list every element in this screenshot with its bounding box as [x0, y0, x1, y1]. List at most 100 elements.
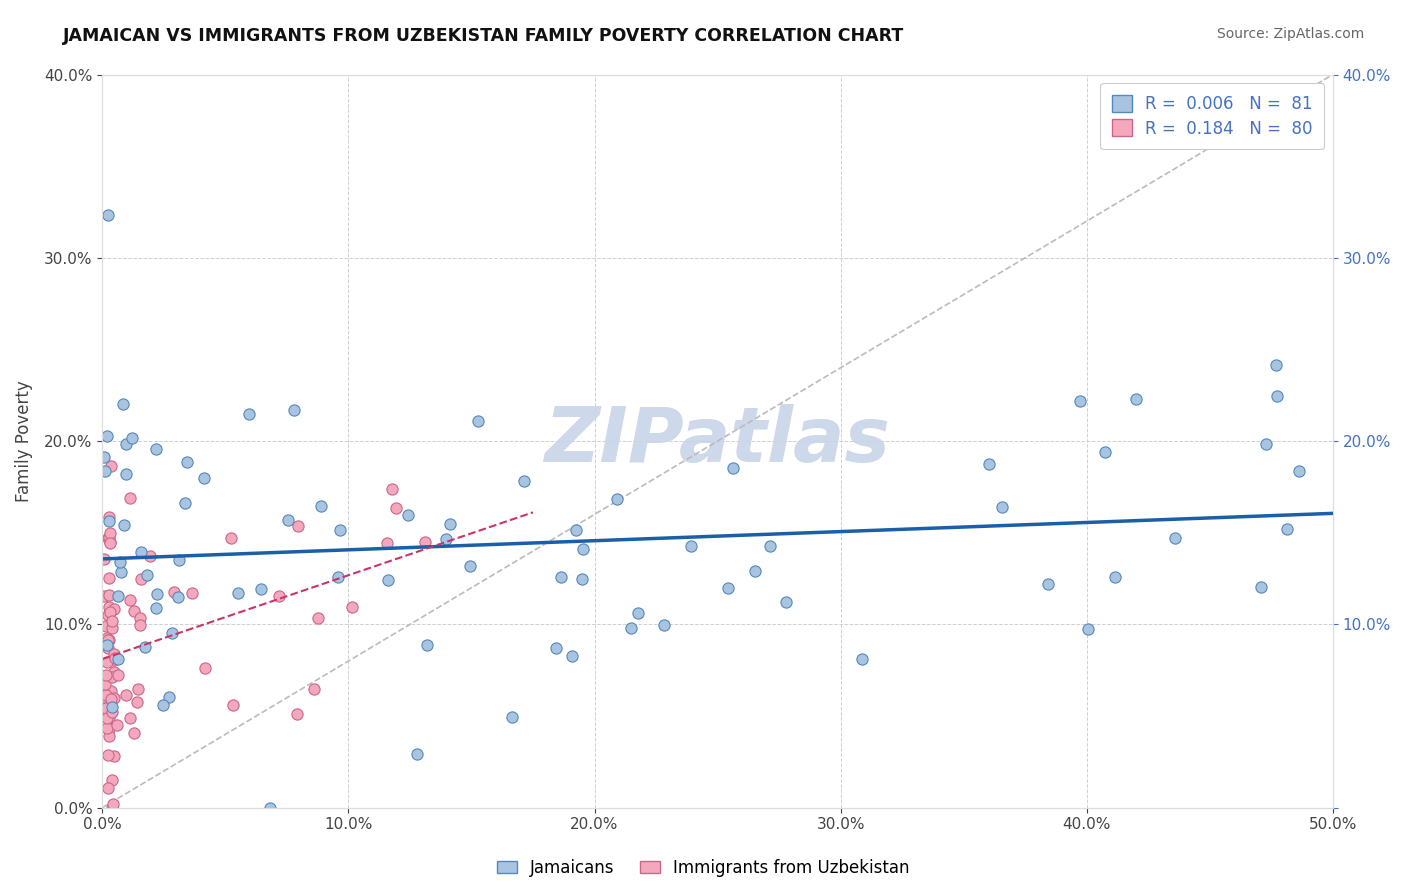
Point	[283, 403, 305, 417]
Point	[96, 428, 118, 442]
Point	[174, 496, 197, 510]
Point	[129, 545, 152, 559]
Point	[93, 690, 115, 705]
Point	[721, 461, 744, 475]
Point	[97, 633, 120, 648]
Point	[101, 621, 124, 635]
Point	[100, 705, 122, 719]
Point	[181, 586, 204, 600]
Point	[342, 600, 364, 615]
Point	[105, 718, 128, 732]
Text: Source: ZipAtlas.com: Source: ZipAtlas.com	[1216, 27, 1364, 41]
Point	[381, 482, 404, 496]
Point	[96, 655, 118, 669]
Point	[108, 555, 131, 569]
Point	[384, 501, 406, 516]
Point	[145, 600, 167, 615]
Point	[97, 747, 120, 762]
Point	[96, 710, 118, 724]
Point	[309, 499, 332, 513]
Point	[307, 610, 329, 624]
Point	[93, 589, 115, 603]
Point	[606, 491, 628, 506]
Point	[652, 617, 675, 632]
Point	[620, 621, 643, 635]
Text: ZIPatlas: ZIPatlas	[544, 404, 890, 478]
Point	[127, 681, 149, 696]
Point	[434, 533, 457, 547]
Point	[96, 639, 118, 653]
Legend: R =  0.006   N =  81, R =  0.184   N =  80: R = 0.006 N = 81, R = 0.184 N = 80	[1101, 83, 1324, 149]
Point	[125, 695, 148, 709]
Point	[1094, 444, 1116, 458]
Point	[415, 534, 437, 549]
Point	[571, 572, 593, 586]
Point	[101, 699, 124, 714]
Point	[501, 710, 523, 724]
Point	[107, 589, 129, 603]
Legend: Jamaicans, Immigrants from Uzbekistan: Jamaicans, Immigrants from Uzbekistan	[491, 853, 915, 884]
Point	[304, 682, 326, 697]
Point	[96, 721, 118, 735]
Point	[1288, 465, 1310, 479]
Point	[238, 407, 260, 421]
Y-axis label: Family Poverty: Family Poverty	[15, 380, 32, 502]
Point	[94, 701, 117, 715]
Point	[103, 748, 125, 763]
Point	[222, 698, 245, 712]
Point	[759, 539, 782, 553]
Point	[416, 638, 439, 652]
Point	[115, 688, 138, 702]
Point	[375, 536, 398, 550]
Point	[103, 647, 125, 661]
Point	[1265, 358, 1288, 372]
Point	[98, 526, 121, 541]
Point	[851, 652, 873, 666]
Point	[146, 587, 169, 601]
Point	[97, 208, 120, 222]
Point	[163, 584, 186, 599]
Point	[572, 542, 595, 557]
Point	[98, 599, 121, 614]
Point	[128, 618, 150, 632]
Point	[98, 711, 121, 725]
Point	[277, 513, 299, 527]
Point	[122, 726, 145, 740]
Point	[97, 781, 120, 796]
Point	[97, 588, 120, 602]
Point	[94, 688, 117, 702]
Point	[94, 619, 117, 633]
Point	[627, 606, 650, 620]
Point	[1104, 569, 1126, 583]
Point	[98, 605, 121, 619]
Point	[118, 593, 141, 607]
Point	[94, 668, 117, 682]
Point	[1265, 388, 1288, 402]
Point	[100, 458, 122, 473]
Point	[120, 711, 142, 725]
Point	[104, 651, 127, 665]
Point	[744, 564, 766, 578]
Point	[406, 747, 429, 761]
Point	[93, 450, 115, 464]
Point	[129, 611, 152, 625]
Point	[97, 514, 120, 528]
Point	[111, 397, 134, 411]
Point	[717, 581, 740, 595]
Point	[679, 539, 702, 553]
Point	[139, 549, 162, 563]
Point	[166, 590, 188, 604]
Point	[544, 641, 567, 656]
Point	[103, 665, 125, 679]
Point	[176, 455, 198, 469]
Point	[269, 589, 291, 603]
Point	[98, 530, 121, 544]
Point	[97, 632, 120, 647]
Point	[97, 571, 120, 585]
Point	[103, 602, 125, 616]
Point	[103, 691, 125, 706]
Point	[458, 559, 481, 574]
Point	[396, 508, 419, 523]
Point	[93, 552, 115, 566]
Point	[114, 436, 136, 450]
